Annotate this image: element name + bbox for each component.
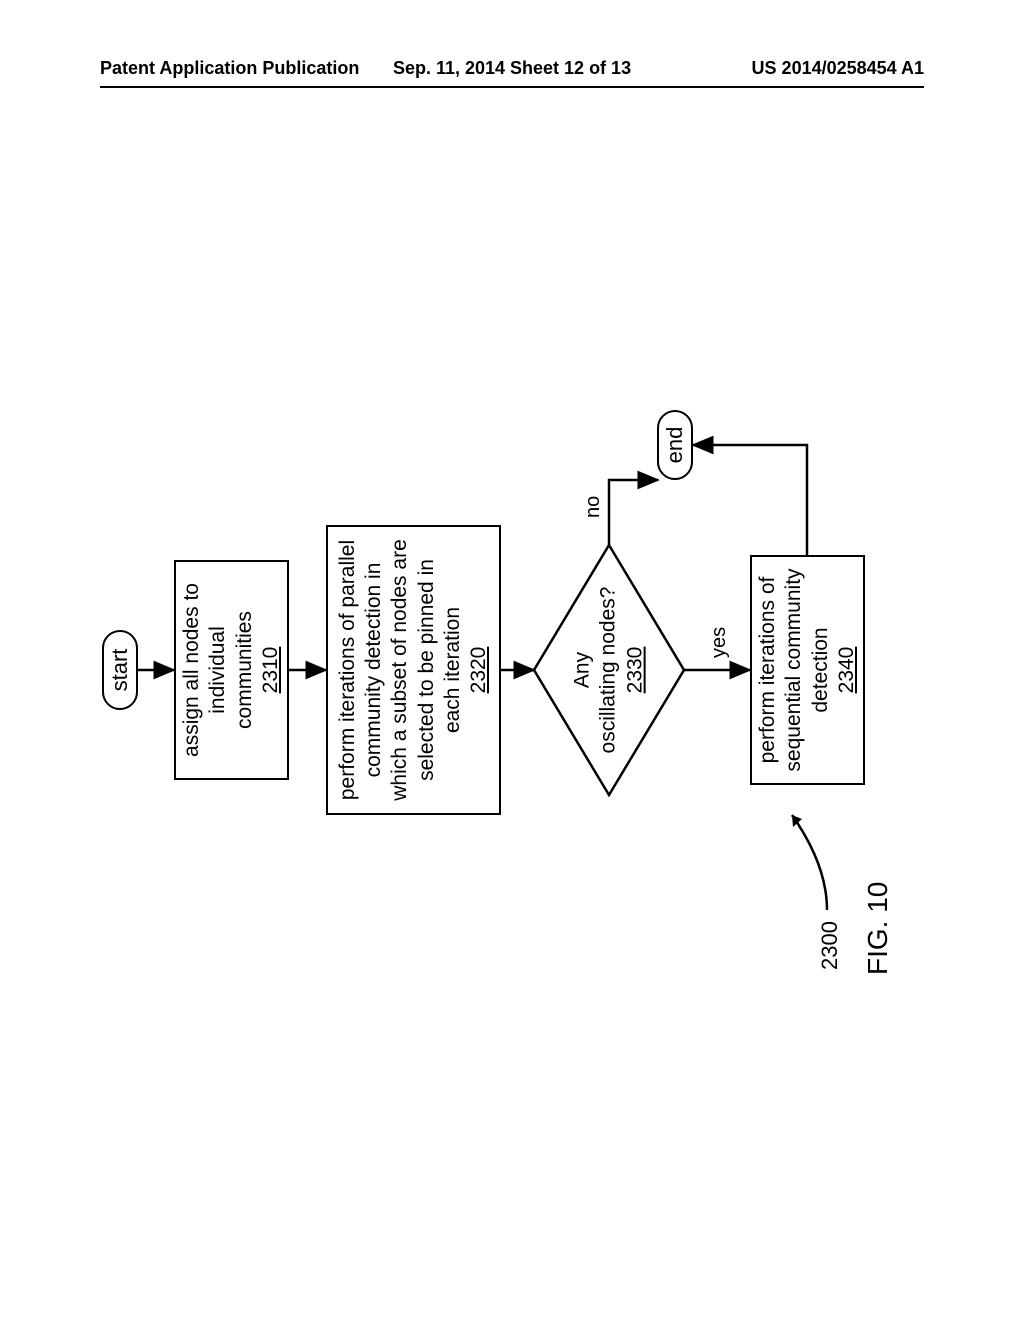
end-label: end [662, 427, 688, 464]
decision-2330-text: Any oscillating nodes? 2330 [570, 585, 649, 755]
decision-2330-ref: 2330 [622, 585, 648, 755]
header-right: US 2014/0258454 A1 [643, 58, 924, 86]
process-2320-line3: which a subset of nodes are [387, 539, 413, 801]
header-left: Patent Application Publication [100, 58, 381, 86]
process-2320-line2: community detection in [361, 563, 387, 778]
figure-ref-leader [782, 800, 832, 920]
process-2310-line1: assign all nodes to [179, 583, 205, 757]
end-terminator: end [657, 410, 693, 480]
decision-2330-line1: Any [570, 585, 596, 755]
process-2340-line3: detection [808, 627, 834, 712]
decision-2330-line2: oscillating nodes? [596, 585, 622, 755]
process-2320-line5: each iteration [440, 607, 466, 733]
decision-2330: Any oscillating nodes? 2330 [534, 545, 684, 795]
process-2320-line4: selected to be pinned in [414, 559, 440, 781]
process-2310: assign all nodes to individual communiti… [174, 560, 289, 780]
process-2320: perform iterations of parallel community… [326, 525, 501, 815]
diagram-viewport: start assign all nodes to individual com… [0, 120, 1024, 1220]
start-terminator: start [102, 630, 138, 710]
process-2340-line1: perform iterations of [755, 577, 781, 764]
start-label: start [107, 649, 133, 692]
process-2340-line2: sequential community [781, 568, 807, 771]
edge-label-no: no [582, 496, 605, 518]
process-2310-line2: individual [205, 626, 231, 714]
process-2320-line1: perform iterations of parallel [335, 540, 361, 800]
header-center: Sep. 11, 2014 Sheet 12 of 13 [381, 58, 643, 86]
page: Patent Application Publication Sep. 11, … [0, 0, 1024, 1320]
edge-label-yes: yes [708, 627, 731, 658]
page-header: Patent Application Publication Sep. 11, … [100, 58, 924, 88]
process-2310-ref: 2310 [258, 647, 284, 694]
process-2340: perform iterations of sequential communi… [750, 555, 865, 785]
figure-label: FIG. 10 [862, 882, 894, 975]
process-2310-line3: communities [232, 611, 258, 729]
figure-ref-number: 2300 [817, 921, 843, 970]
process-2340-ref: 2340 [834, 647, 860, 694]
flowchart: start assign all nodes to individual com… [102, 380, 922, 960]
process-2320-ref: 2320 [466, 647, 492, 694]
